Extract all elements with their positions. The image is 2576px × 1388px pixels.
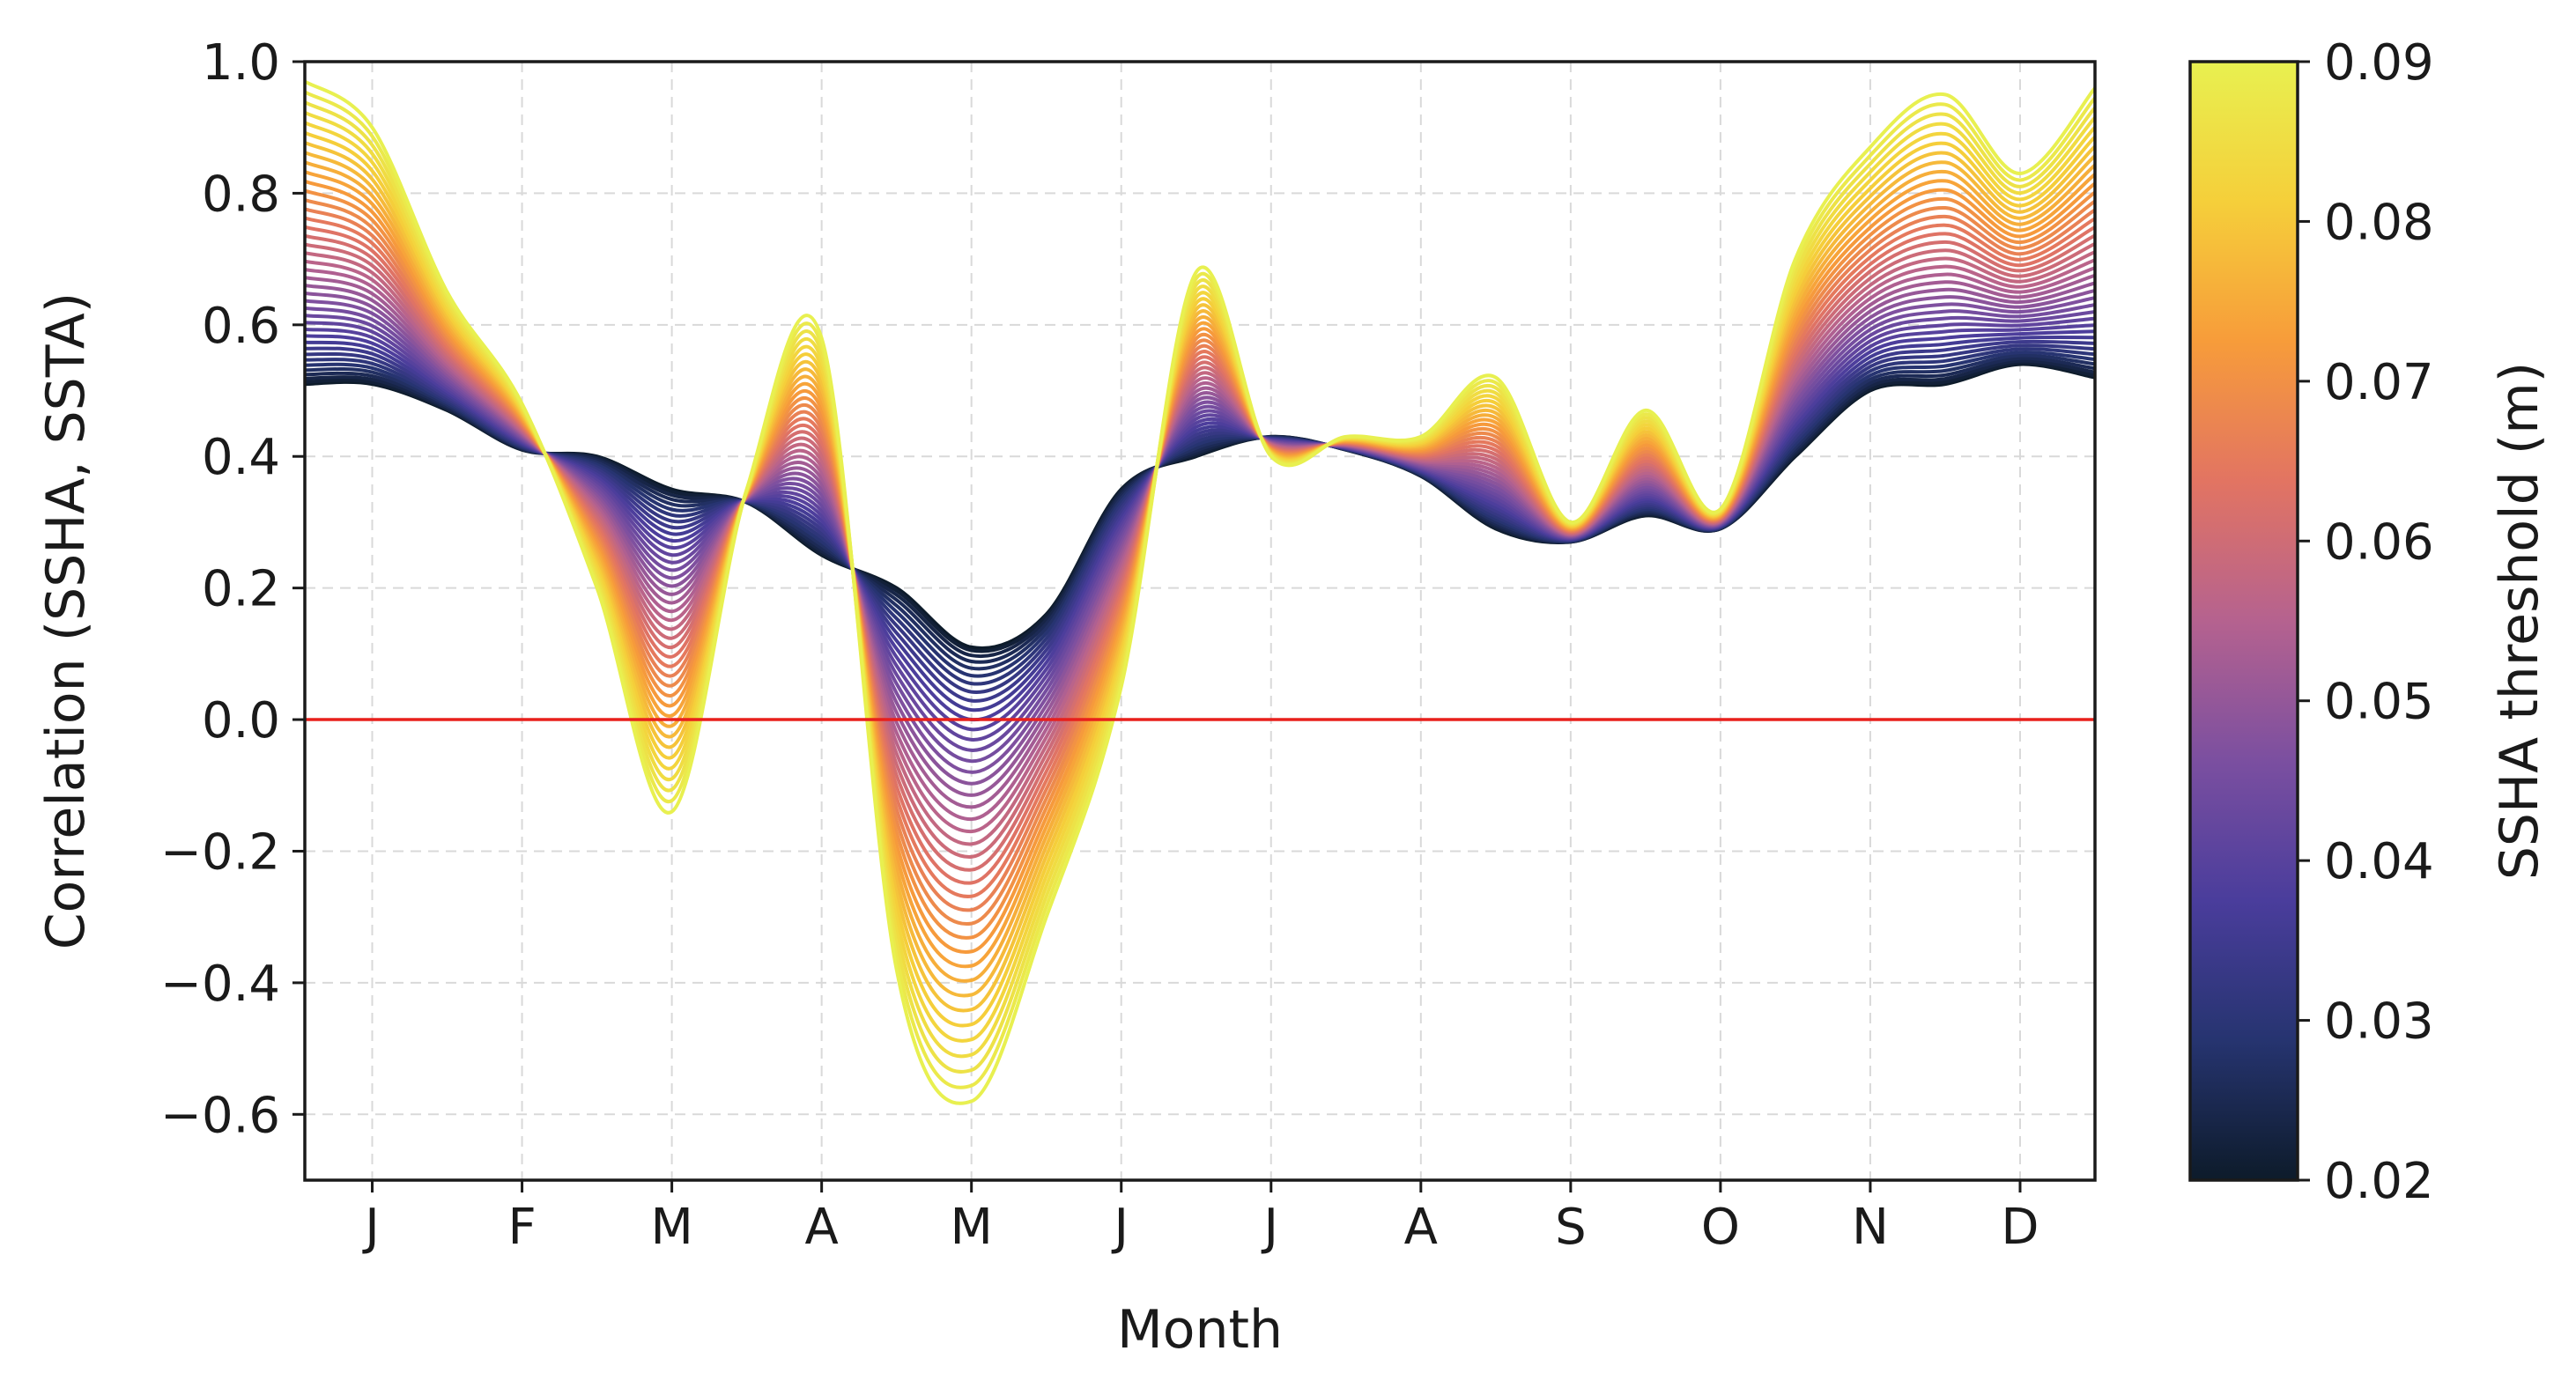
x-tick-label: M [951, 1199, 993, 1256]
colorbar-gradient [2188, 60, 2299, 1182]
y-tick-label: 1.0 [202, 34, 280, 92]
series-line [305, 343, 2095, 694]
colorbar-tick-label: 0.03 [2324, 993, 2434, 1051]
x-tick-label: S [1555, 1199, 1587, 1256]
colorbar-tick-label: 0.06 [2324, 513, 2434, 571]
y-tick-label: 0.2 [202, 561, 280, 618]
x-tick-label: A [1404, 1199, 1438, 1256]
series-lines [305, 79, 2095, 1105]
y-tick-label: 0.8 [202, 166, 280, 223]
colorbar-label: SSHA threshold (m) [2489, 362, 2550, 880]
x-axis-label: Month [1117, 1299, 1283, 1361]
series-line [305, 347, 2095, 686]
y-tick-label: −0.4 [160, 956, 280, 1013]
y-tick-label: −0.6 [160, 1087, 280, 1144]
colorbar-tick-label: 0.07 [2324, 354, 2434, 411]
colorbar: 0.02 0.03 0.04 0.05 0.06 0.07 0.08 0.09 SSHA th… [2188, 34, 2550, 1210]
x-tick-label: M [650, 1199, 692, 1256]
x-tick-label: N [1852, 1199, 1889, 1256]
y-axis-label: Correlation (SSHA, SSTA) [35, 292, 97, 949]
x-tick-label: F [507, 1199, 536, 1256]
y-tick-label: 0.4 [202, 429, 280, 486]
colorbar-tick-label: 0.09 [2324, 34, 2434, 92]
y-tick-label: 0.6 [202, 298, 280, 355]
plot-frame [303, 60, 2097, 1182]
y-tick-label: −0.2 [160, 823, 280, 881]
x-tick-label: D [2001, 1199, 2039, 1256]
x-tick-label: J [1262, 1199, 1279, 1256]
x-tick-label: O [1701, 1199, 1740, 1256]
colorbar-tick-label: 0.05 [2324, 674, 2434, 731]
series-line [305, 356, 2095, 664]
series-line [305, 350, 2095, 678]
y-axis: −0.6 −0.4 −0.2 0.0 0.2 0.4 0.6 0.8 1.0 [160, 34, 305, 1144]
x-tick-label: A [804, 1199, 838, 1256]
series-line [305, 358, 2095, 659]
x-tick-label: J [1111, 1199, 1129, 1256]
y-tick-label: 0.0 [202, 692, 280, 749]
colorbar-ticks: 0.02 0.03 0.04 0.05 0.06 0.07 0.08 0.09 [2298, 34, 2434, 1210]
series-line [305, 353, 2095, 671]
colorbar-tick-label: 0.08 [2324, 194, 2434, 251]
x-tick-label: J [362, 1199, 380, 1256]
colorbar-tick-label: 0.02 [2324, 1153, 2434, 1210]
colorbar-tick-label: 0.04 [2324, 833, 2434, 890]
plot-background [305, 62, 2095, 1180]
series-line [305, 79, 2095, 1105]
